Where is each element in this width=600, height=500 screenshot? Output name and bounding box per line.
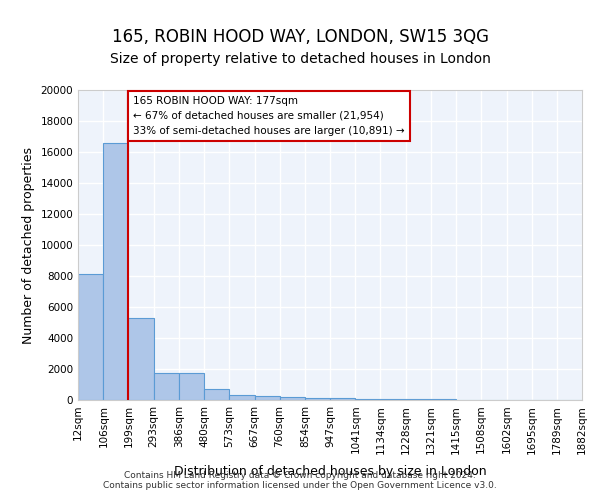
Text: Size of property relative to detached houses in London: Size of property relative to detached ho… [110, 52, 490, 66]
Bar [204, 389, 229, 400]
Bar [330, 398, 355, 400]
Bar [128, 318, 154, 400]
Bar [355, 399, 380, 400]
Text: 165 ROBIN HOOD WAY: 177sqm
← 67% of detached houses are smaller (21,954)
33% of : 165 ROBIN HOOD WAY: 177sqm ← 67% of deta… [133, 96, 404, 136]
Bar [254, 396, 280, 400]
Text: 165, ROBIN HOOD WAY, LONDON, SW15 3QG: 165, ROBIN HOOD WAY, LONDON, SW15 3QG [112, 28, 488, 46]
Bar [103, 142, 128, 400]
Bar [154, 373, 179, 400]
Bar [229, 396, 254, 400]
Bar [280, 397, 305, 400]
Text: Contains HM Land Registry data © Crown copyright and database right 2024.
Contai: Contains HM Land Registry data © Crown c… [103, 470, 497, 490]
Bar [406, 399, 431, 400]
Bar [78, 274, 103, 400]
Bar [305, 398, 330, 400]
Y-axis label: Number of detached properties: Number of detached properties [22, 146, 35, 344]
X-axis label: Distribution of detached houses by size in London: Distribution of detached houses by size … [173, 464, 487, 477]
Bar [380, 399, 406, 400]
Bar [179, 373, 204, 400]
